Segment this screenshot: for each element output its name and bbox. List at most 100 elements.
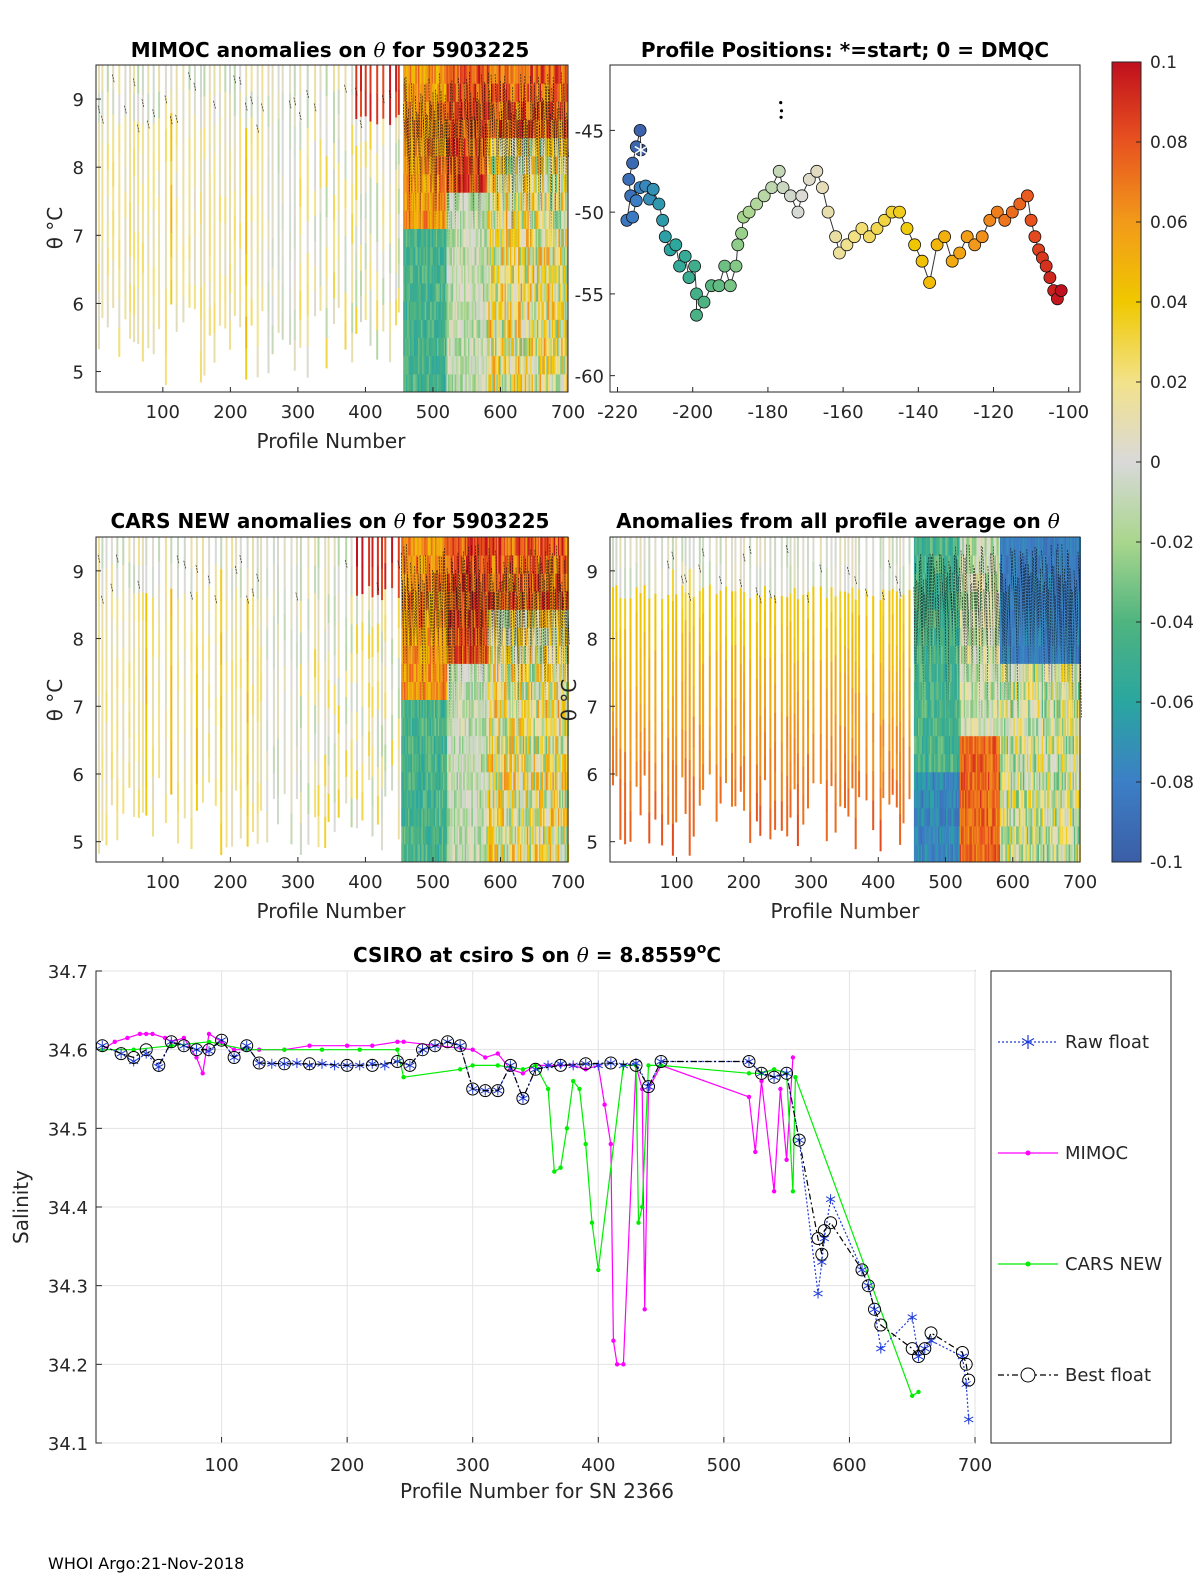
heatmap-cell bbox=[528, 301, 531, 320]
heatmap-cell bbox=[565, 155, 568, 175]
heatmap-cell bbox=[158, 144, 161, 171]
heatmap-cell bbox=[438, 246, 441, 266]
heatmap-cell bbox=[464, 843, 467, 863]
heatmap-cell bbox=[408, 283, 411, 302]
heatmap-cell bbox=[468, 825, 471, 845]
heatmap-cell bbox=[458, 283, 461, 302]
heatmap-cell bbox=[551, 228, 554, 248]
heatmap-cell bbox=[547, 337, 550, 357]
heatmap-cell bbox=[448, 645, 451, 664]
contour-line bbox=[495, 550, 499, 670]
heatmap-cell bbox=[532, 355, 535, 375]
heatmap-cell bbox=[307, 659, 310, 692]
heatmap-cell bbox=[252, 566, 254, 597]
heatmap-cell bbox=[501, 119, 504, 139]
heatmap-cell bbox=[440, 699, 443, 719]
heatmap-cell bbox=[501, 83, 504, 102]
heatmap-cell bbox=[527, 119, 530, 139]
heatmap-cell bbox=[447, 537, 449, 556]
heatmap-cell bbox=[412, 174, 415, 193]
heatmap-cell bbox=[122, 537, 125, 566]
heatmap-cell bbox=[485, 192, 488, 211]
heatmap-cell bbox=[333, 142, 335, 169]
heatmap-cell bbox=[98, 121, 100, 151]
heatmap-cell bbox=[246, 537, 249, 569]
heatmap-cell bbox=[461, 174, 464, 193]
heatmap-cell bbox=[427, 246, 430, 266]
heatmap-cell bbox=[422, 627, 425, 646]
heatmap-cell bbox=[361, 791, 364, 821]
heatmap-cell bbox=[324, 785, 327, 817]
heatmap-cell bbox=[422, 337, 424, 357]
heatmap-cell bbox=[355, 118, 358, 146]
heatmap-cell bbox=[344, 121, 347, 151]
heatmap-cell bbox=[418, 83, 420, 102]
heatmap-cell bbox=[371, 716, 374, 747]
heatmap-cell bbox=[526, 65, 528, 84]
heatmap-cell bbox=[98, 726, 100, 759]
heatmap-cell bbox=[447, 663, 449, 682]
heatmap-cell bbox=[319, 114, 322, 140]
heatmap-cell bbox=[465, 192, 468, 211]
profile-position-marker bbox=[723, 279, 737, 293]
heatmap-cell bbox=[468, 301, 470, 320]
contour-line bbox=[207, 575, 211, 584]
heatmap-cell bbox=[307, 537, 310, 569]
heatmap-cell bbox=[381, 537, 383, 569]
heatmap-cell bbox=[411, 246, 414, 266]
heatmap-cell bbox=[504, 319, 507, 338]
heatmap-cell bbox=[299, 206, 302, 235]
heatmap-cell bbox=[356, 711, 358, 742]
heatmap-cell bbox=[448, 735, 451, 755]
heatmap-cell bbox=[416, 717, 418, 737]
heatmap-cell bbox=[496, 101, 499, 120]
heatmap-cell bbox=[224, 170, 227, 197]
heatmap-cell bbox=[141, 183, 144, 214]
heatmap-cell bbox=[110, 697, 113, 725]
heatmap-cell bbox=[404, 373, 407, 393]
heatmap-cell bbox=[482, 735, 484, 755]
heatmap-cell bbox=[183, 733, 186, 763]
heatmap-cell bbox=[520, 228, 523, 248]
heatmap-cell bbox=[523, 192, 526, 211]
heatmap-cell bbox=[434, 246, 437, 266]
positions-title: Profile Positions: *=start; 0 = DMQC bbox=[641, 38, 1049, 62]
heatmap-cell bbox=[478, 301, 481, 320]
heatmap-cell bbox=[493, 210, 496, 229]
heatmap-cell bbox=[299, 234, 302, 264]
heatmap-cell bbox=[524, 101, 527, 120]
heatmap-cell bbox=[562, 301, 565, 320]
heatmap-cell bbox=[514, 155, 516, 175]
heatmap-cell bbox=[137, 204, 140, 233]
heatmap-cell bbox=[122, 758, 125, 787]
heatmap-cell bbox=[252, 654, 254, 685]
heatmap-cell bbox=[527, 174, 530, 193]
heatmap-cell bbox=[481, 119, 484, 139]
mimoc-title: MIMOC anomalies on θ for 5903225 bbox=[131, 38, 530, 62]
heatmap-cell bbox=[541, 101, 543, 120]
heatmap-cell bbox=[473, 373, 476, 393]
heatmap-cell bbox=[293, 217, 296, 249]
heatmap-cell bbox=[128, 612, 131, 638]
heatmap-cell bbox=[422, 645, 425, 664]
heatmap-cell bbox=[547, 137, 550, 157]
heatmap-cell bbox=[408, 771, 410, 791]
heatmap-cell bbox=[444, 771, 447, 791]
heatmap-cell bbox=[110, 590, 113, 618]
heatmap-cell bbox=[507, 101, 509, 120]
contour-line bbox=[500, 81, 503, 175]
heatmap-cell bbox=[170, 614, 173, 641]
heatmap-cell bbox=[397, 188, 400, 214]
heatmap-cell bbox=[528, 210, 531, 229]
heatmap-cell bbox=[440, 717, 443, 737]
heatmap-cell bbox=[418, 301, 420, 320]
heatmap-cell bbox=[250, 247, 253, 274]
heatmap-cell bbox=[516, 155, 519, 175]
profile-position-marker bbox=[697, 295, 711, 309]
heatmap-cell bbox=[547, 301, 550, 320]
heatmap-cell bbox=[208, 65, 211, 93]
heatmap-cell bbox=[559, 83, 562, 102]
heatmap-cell bbox=[425, 699, 428, 719]
heatmap-cell bbox=[344, 320, 347, 350]
heatmap-cell bbox=[464, 228, 466, 248]
